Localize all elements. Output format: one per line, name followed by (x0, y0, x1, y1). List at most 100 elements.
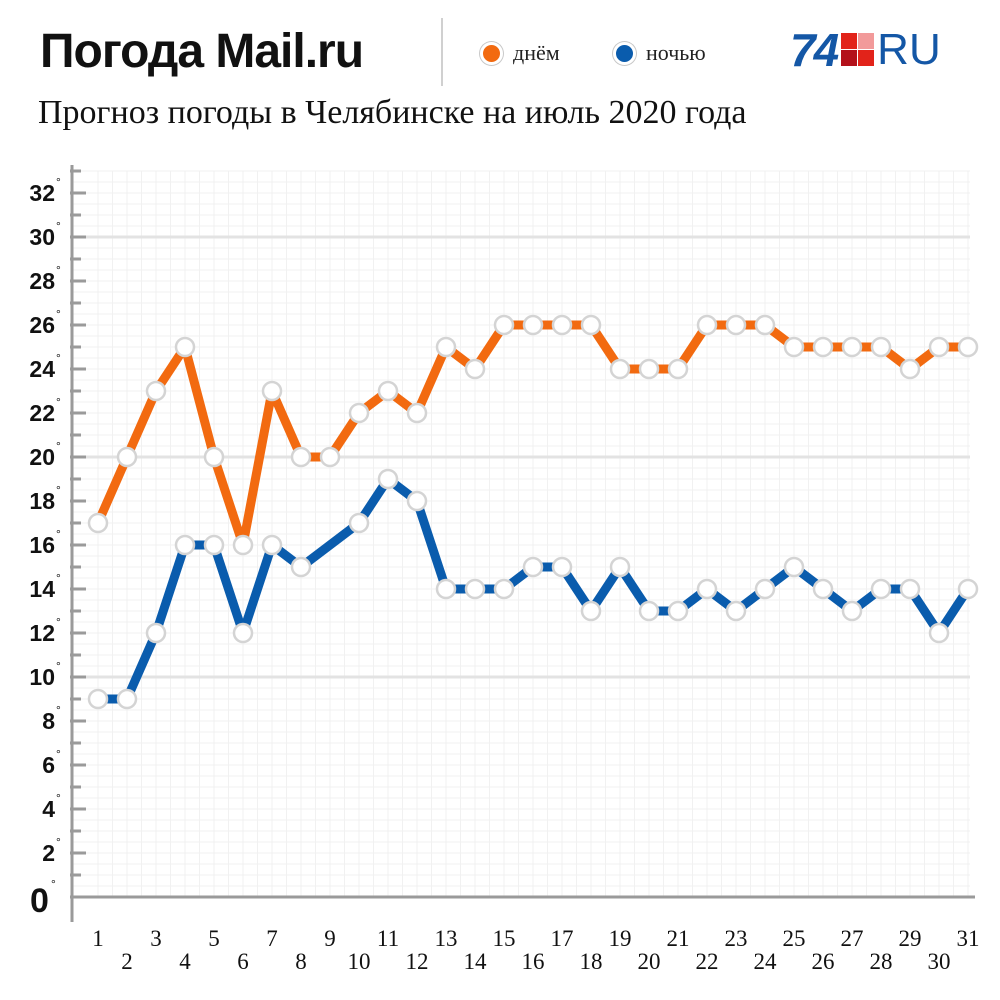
data-point (754, 314, 776, 336)
data-point (580, 314, 602, 336)
site-logo[interactable]: 74 RU (790, 24, 941, 76)
grid (72, 170, 970, 898)
data-point (551, 556, 573, 578)
x-tick-label: 7 (266, 926, 278, 951)
data-point (435, 336, 457, 358)
data-point (551, 314, 573, 336)
x-tick-label: 16 (522, 949, 545, 974)
x-tick-label: 20 (638, 949, 661, 974)
x-tick-label: 23 (725, 926, 748, 951)
y-tick-degree: ° (56, 219, 61, 233)
data-point (928, 622, 950, 644)
data-point (841, 600, 863, 622)
y-tick-degree: ° (56, 571, 61, 585)
data-point (638, 358, 660, 380)
data-point (696, 578, 718, 600)
data-point (406, 402, 428, 424)
data-point (377, 468, 399, 490)
y-tick-degree: ° (56, 703, 61, 717)
x-tick-label: 24 (754, 949, 778, 974)
series-day (87, 314, 979, 556)
data-point (87, 688, 109, 710)
x-axis-labels: 1234567891011121314151617181920212223242… (92, 926, 979, 974)
y-tick-degree: ° (56, 351, 61, 365)
y-tick-degree: ° (56, 659, 61, 673)
chart-title: Прогноз погоды в Челябинске на июль 2020… (38, 94, 747, 131)
data-point (290, 556, 312, 578)
data-point (812, 578, 834, 600)
x-tick-label: 27 (841, 926, 864, 951)
series-night (87, 468, 979, 710)
data-point (725, 314, 747, 336)
x-tick-label: 22 (696, 949, 719, 974)
x-tick-label: 15 (493, 926, 516, 951)
x-tick-label: 3 (150, 926, 162, 951)
data-point (116, 688, 138, 710)
data-point (725, 600, 747, 622)
x-tick-label: 21 (667, 926, 690, 951)
data-point (957, 578, 979, 600)
y-tick-degree: ° (56, 263, 61, 277)
logo-suffix: RU (877, 25, 941, 74)
data-point (609, 358, 631, 380)
data-point (406, 490, 428, 512)
data-point (145, 380, 167, 402)
x-tick-label: 5 (208, 926, 220, 951)
x-tick-label: 10 (348, 949, 371, 974)
y-tick-label: 22 (29, 400, 55, 426)
data-point (290, 446, 312, 468)
data-point (667, 358, 689, 380)
data-point (174, 534, 196, 556)
y-axis: 0 °2 °4 °6 °8 °10 °12 °14 °16 °18 °20 °22 °24 °26 °28 °… (29, 165, 975, 922)
brand-title: Погода Mail.ru (40, 25, 364, 78)
data-point (841, 336, 863, 358)
data-point (899, 358, 921, 380)
data-point (783, 336, 805, 358)
y-tick-label: 2 (42, 840, 55, 866)
x-tick-label: 12 (406, 949, 429, 974)
data-point (261, 380, 283, 402)
data-point (580, 600, 602, 622)
data-point (464, 578, 486, 600)
data-point (348, 402, 370, 424)
data-point (493, 314, 515, 336)
x-tick-label: 30 (928, 949, 951, 974)
data-point (232, 534, 254, 556)
logo-number: 74 (790, 24, 839, 76)
data-point (928, 336, 950, 358)
legend-night-label: ночью (646, 40, 706, 65)
legend-day-label: днём (513, 40, 560, 65)
legend-item-day: днём (480, 38, 560, 68)
header-divider (441, 18, 443, 86)
x-tick-label: 28 (870, 949, 893, 974)
y-tick-label: 24 (29, 356, 55, 382)
y-tick-degree: ° (56, 835, 61, 849)
header: Погода Mail.ru днём ночью 74 RU Прогноз … (0, 0, 1000, 160)
y-tick-degree: ° (56, 439, 61, 453)
data-point (783, 556, 805, 578)
y-tick-label: 26 (29, 312, 55, 338)
y-tick-label: 20 (29, 444, 55, 470)
data-point (493, 578, 515, 600)
y-tick-label: 30 (29, 224, 55, 250)
data-point (696, 314, 718, 336)
legend-day-marker (480, 41, 503, 65)
data-point (116, 446, 138, 468)
x-tick-label: 2 (121, 949, 133, 974)
y-tick-degree: ° (56, 483, 61, 497)
x-tick-label: 13 (435, 926, 458, 951)
data-point (667, 600, 689, 622)
legend-night-marker (613, 41, 636, 65)
data-point (203, 446, 225, 468)
y-tick-label: 16 (29, 532, 55, 558)
data-point (522, 314, 544, 336)
x-tick-label: 6 (237, 949, 249, 974)
data-point (464, 358, 486, 380)
data-point (232, 622, 254, 644)
x-tick-label: 14 (464, 949, 488, 974)
x-tick-label: 17 (551, 926, 574, 951)
data-point (203, 534, 225, 556)
y-tick-label: 12 (29, 620, 55, 646)
y-tick-label: 0 (30, 882, 49, 920)
